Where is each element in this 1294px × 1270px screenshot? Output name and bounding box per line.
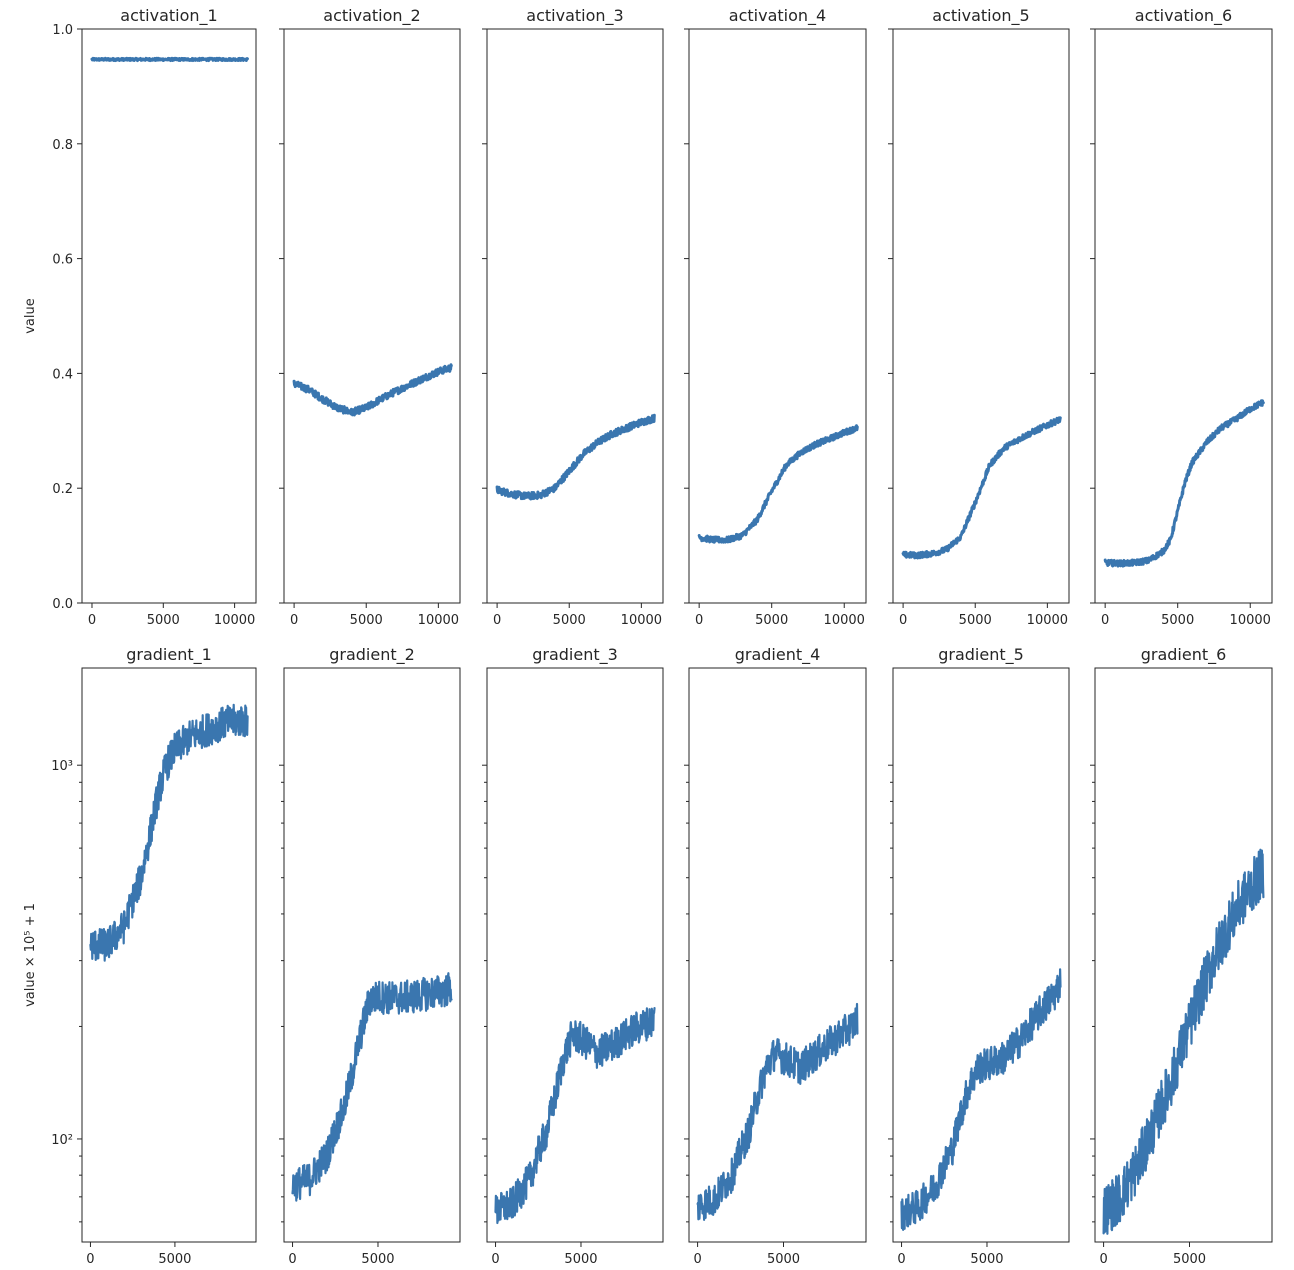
x-tick-label: 0 [288,1252,296,1267]
subplot-gradient_6: gradient_6 0 5000 [1090,645,1273,1267]
x-tick-label: 0 [491,1252,499,1267]
axes-frame [1094,28,1273,604]
series-line-activation_4 [697,424,859,544]
x-tick-label: 5000 [755,613,788,628]
x-tick-label: 5000 [350,613,383,628]
axes-frame [283,28,461,604]
x-tick-label: 5000 [1173,1252,1206,1267]
x-tick-label: 10000 [621,613,662,628]
x-tick-label: 5000 [959,613,992,628]
series-line-gradient_3 [494,1007,656,1225]
series-line-activation_3 [495,413,656,501]
subplot-gradient_2: gradient_2 0 5000 [279,645,461,1267]
y-axis-label: value × 10⁵ + 1 [23,903,38,1007]
series-line-gradient_5 [900,968,1062,1231]
x-tick-label: 0 [1099,1252,1107,1267]
subplot-activation_4: activation_4 0 5000 10000 [684,6,867,628]
x-tick-label: 5000 [1161,613,1194,628]
axes-frame [81,667,257,1243]
y-tick-label: 0.4 [52,367,73,382]
subplot-title: activation_2 [323,6,420,26]
x-tick-label: 0 [86,1252,94,1267]
y-tick-label: 1.0 [52,23,73,38]
subplot-title: gradient_5 [938,645,1024,665]
series-line-activation_1 [90,56,249,63]
subplot-title: gradient_4 [735,645,821,665]
subplot-title: gradient_6 [1141,645,1227,665]
x-tick-label: 5000 [361,1252,394,1267]
subplot-title: activation_6 [1135,6,1232,26]
subplot-title: gradient_1 [126,645,212,665]
x-tick-label: 0 [899,613,907,628]
y-tick-label: 10² [51,1133,73,1148]
axes-frame [486,28,664,604]
series-line-activation_2 [292,363,453,417]
x-tick-label: 5000 [158,1252,191,1267]
x-tick-label: 5000 [564,1252,597,1267]
axes-frame [283,667,461,1243]
y-tick-label: 0.2 [52,482,73,497]
subplot-title: gradient_2 [329,645,415,665]
y-tick-label: 0.6 [52,253,73,268]
x-tick-label: 0 [693,1252,701,1267]
subplot-activation_1: activation_1 0 5000 10000 0.0 0.2 0.4 0.6 0.8 1.0… [23,6,257,628]
x-tick-label: 0 [493,613,501,628]
axes-frame [892,667,1070,1243]
subplot-gradient_1: gradient_1 0 5000 10² 10³ value × 10⁵ + 1 [23,645,257,1267]
x-tick-label: 0 [1101,613,1109,628]
x-tick-label: 10000 [1230,613,1271,628]
subplot-title: activation_4 [729,6,826,26]
y-tick-label: 0.0 [52,597,73,612]
subplot-gradient_5: gradient_5 0 5000 [888,645,1070,1267]
y-tick-label: 10³ [51,759,73,774]
series-line-gradient_1 [89,703,249,962]
series-line-gradient_2 [291,972,453,1202]
subplot-activation_6: activation_6 0 5000 10000 [1090,6,1273,628]
x-tick-label: 0 [897,1252,905,1267]
series-line-gradient_4 [696,1002,859,1221]
y-axis-label: value [23,298,38,334]
subplot-title: activation_3 [526,6,623,26]
subplot-title: activation_5 [932,6,1029,26]
axes-frame [81,28,257,604]
subplot-title: activation_1 [120,6,217,26]
subplot-title: gradient_3 [532,645,618,665]
x-tick-label: 5000 [147,613,180,628]
x-tick-label: 0 [695,613,703,628]
x-tick-label: 10000 [418,613,459,628]
x-tick-label: 5000 [553,613,586,628]
x-tick-label: 0 [290,613,298,628]
axes-frame [486,667,664,1243]
subplot-gradient_4: gradient_4 0 5000 [684,645,867,1267]
y-tick-label: 0.8 [52,138,73,153]
subplot-gradient_3: gradient_3 0 5000 [482,645,664,1267]
subplot-activation_5: activation_5 0 5000 10000 [888,6,1070,628]
x-tick-label: 5000 [767,1252,800,1267]
x-tick-label: 0 [88,613,96,628]
x-tick-label: 10000 [824,613,865,628]
x-tick-label: 10000 [1027,613,1068,628]
x-tick-label: 5000 [970,1252,1003,1267]
axes-frame [1094,667,1273,1243]
axes-frame [688,667,867,1243]
axes-frame [892,28,1070,604]
subplot-activation_3: activation_3 0 5000 10000 [482,6,664,628]
x-tick-label: 10000 [214,613,255,628]
series-line-activation_5 [901,416,1062,560]
series-line-gradient_6 [1102,848,1265,1235]
axes-frame [688,28,867,604]
series-line-activation_6 [1103,399,1265,568]
subplot-activation_2: activation_2 0 5000 10000 [279,6,461,628]
